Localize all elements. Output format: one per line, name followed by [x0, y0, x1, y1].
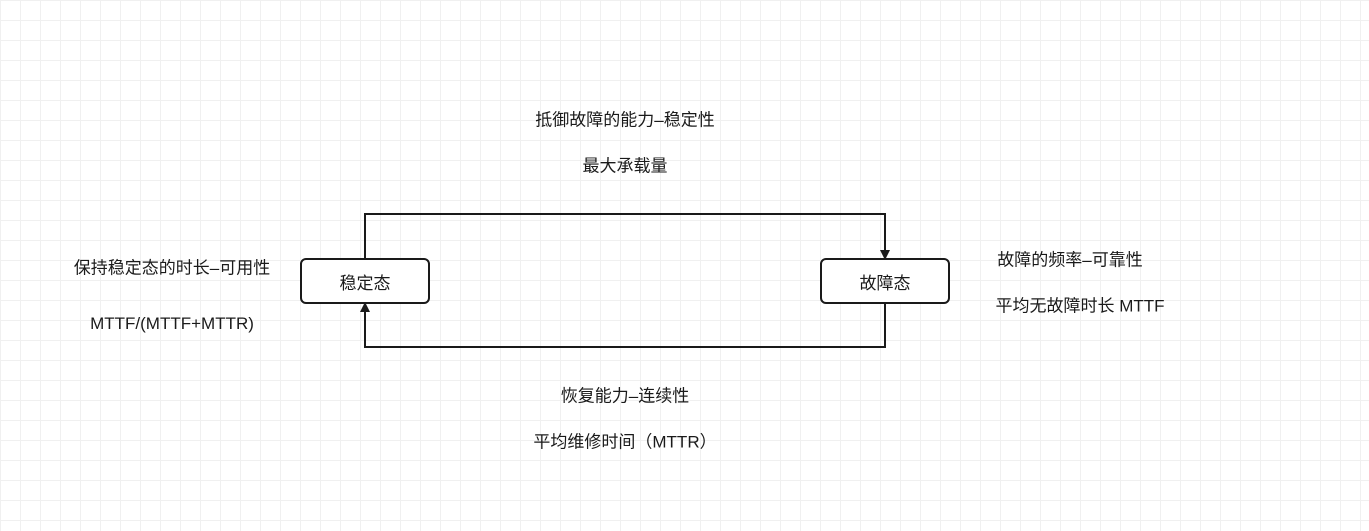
diagram-canvas: 稳定态 故障态 抵御故障的能力–稳定性 最大承载量 保持稳定态的时长–可用性 M… [0, 0, 1369, 531]
node-stable: 稳定态 [300, 258, 430, 304]
edge-top-line [365, 214, 885, 258]
edge-bottom-line [365, 304, 885, 347]
node-failure: 故障态 [820, 258, 950, 304]
label-top-2: 最大承载量 [583, 152, 668, 177]
label-top-1: 抵御故障的能力–稳定性 [535, 106, 714, 131]
edge-bottom [365, 304, 885, 347]
label-right-1: 故障的频率–可靠性 [997, 246, 1142, 271]
node-stable-label: 稳定态 [340, 269, 391, 294]
label-right-2: 平均无故障时长 MTTF [995, 292, 1164, 317]
label-bottom-2: 平均维修时间（MTTR） [533, 428, 716, 453]
edge-top [365, 214, 885, 258]
label-left-2: MTTF/(MTTF+MTTR) [90, 314, 254, 334]
label-bottom-1: 恢复能力–连续性 [561, 382, 689, 407]
label-left-1: 保持稳定态的时长–可用性 [72, 254, 272, 281]
node-failure-label: 故障态 [860, 269, 911, 294]
